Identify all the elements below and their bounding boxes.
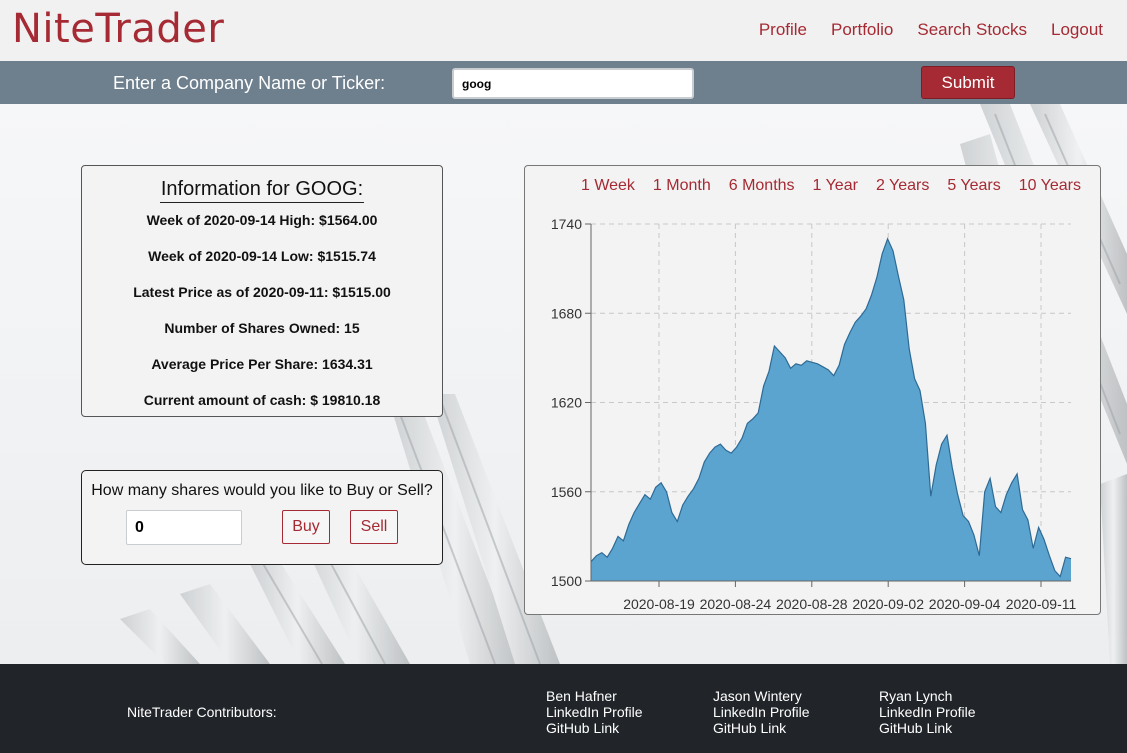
x-tick-label: 2020-08-28 — [776, 596, 848, 612]
week-high-text: Week of 2020-09-14 High: $1564.00 — [146, 212, 378, 228]
cash-amount-text: Current amount of cash: $ 19810.18 — [143, 392, 381, 408]
stock-info-title: Information for GOOG: — [159, 178, 365, 203]
range-10-years[interactable]: 10 Years — [1018, 177, 1081, 194]
github-link[interactable]: GitHub Link — [713, 720, 787, 736]
ticker-search-input[interactable] — [452, 68, 694, 99]
nav-links: Profile Portfolio Search Stocks Logout — [759, 20, 1103, 40]
price-line — [590, 237, 1072, 578]
range-1-month[interactable]: 1 Month — [652, 177, 711, 194]
trade-question: How many shares would you like to Buy or… — [91, 482, 433, 499]
contributor-name: Ben Hafner — [546, 688, 617, 704]
x-tick-label: 2020-09-11 — [1006, 596, 1077, 612]
trade-card: How many shares would you like to Buy or… — [81, 470, 443, 565]
contributor-jason: Jason Wintery LinkedIn Profile GitHub Li… — [713, 688, 810, 736]
nav-profile-link[interactable]: Profile — [758, 20, 808, 39]
search-bar: Enter a Company Name or Ticker: Submit — [0, 61, 1127, 104]
x-tick-label: 2020-09-04 — [929, 596, 1001, 612]
submit-button[interactable]: Submit — [921, 66, 1015, 99]
average-price-text: Average Price Per Share: 1634.31 — [151, 356, 373, 372]
latest-price-text: Latest Price as of 2020-09-11: $1515.00 — [133, 284, 391, 300]
week-low-text: Week of 2020-09-14 Low: $1515.74 — [148, 248, 376, 264]
contributor-ryan: Ryan Lynch LinkedIn Profile GitHub Link — [879, 688, 976, 736]
linkedin-link[interactable]: LinkedIn Profile — [879, 704, 976, 720]
github-link[interactable]: GitHub Link — [879, 720, 953, 736]
buy-button[interactable]: Buy — [282, 510, 330, 544]
price-area — [591, 238, 1071, 581]
range-1-year[interactable]: 1 Year — [812, 177, 858, 194]
quantity-input[interactable] — [126, 510, 242, 545]
price-chart: 1500 1560 1620 1680 1740 2020-08-19 2020-08-24… — [551, 216, 1077, 612]
brand-logo[interactable]: NiteTrader — [12, 6, 225, 52]
nav-logout-link[interactable]: Logout — [1051, 20, 1103, 39]
y-tick-label: 1740 — [551, 216, 582, 232]
contributor-name: Ryan Lynch — [879, 688, 953, 704]
linkedin-link[interactable]: LinkedIn Profile — [546, 704, 643, 720]
range-5-years[interactable]: 5 Years — [947, 177, 1001, 194]
contributor-ben: Ben Hafner LinkedIn Profile GitHub Link — [546, 688, 643, 736]
nav-portfolio-link[interactable]: Portfolio — [831, 20, 894, 39]
range-2-years[interactable]: 2 Years — [875, 177, 930, 194]
stock-info-card: Information for GOOG: Week of 2020-09-14… — [81, 165, 443, 417]
search-label: Enter a Company Name or Ticker: — [113, 73, 386, 93]
x-tick-label: 2020-08-19 — [623, 596, 695, 612]
x-tick-label: 2020-09-02 — [852, 596, 924, 612]
contributor-name: Jason Wintery — [713, 688, 802, 704]
linkedin-link[interactable]: LinkedIn Profile — [713, 704, 810, 720]
footer: NiteTrader Contributors: Ben Hafner Link… — [0, 664, 1127, 753]
chart-range-tabs: 1 Week 1 Month 6 Months 1 Year 2 Years 5… — [581, 177, 1081, 195]
y-tick-label: 1680 — [551, 305, 582, 321]
nav-search-stocks-link[interactable]: Search Stocks — [917, 20, 1027, 39]
top-navbar: NiteTrader Profile Portfolio Search Stoc… — [0, 0, 1127, 61]
range-1-week[interactable]: 1 Week — [580, 177, 635, 194]
footer-title: NiteTrader Contributors: — [127, 704, 277, 720]
price-chart-card: 1500 1560 1620 1680 1740 2020-08-19 2020-08-24… — [524, 165, 1101, 615]
y-tick-label: 1620 — [551, 395, 582, 411]
x-tick-label: 2020-08-24 — [700, 596, 772, 612]
shares-owned-text: Number of Shares Owned: 15 — [164, 320, 360, 336]
y-tick-label: 1500 — [551, 573, 582, 589]
range-6-months[interactable]: 6 Months — [728, 177, 795, 194]
y-tick-label: 1560 — [551, 484, 582, 500]
github-link[interactable]: GitHub Link — [546, 720, 620, 736]
sell-button[interactable]: Sell — [350, 510, 398, 544]
